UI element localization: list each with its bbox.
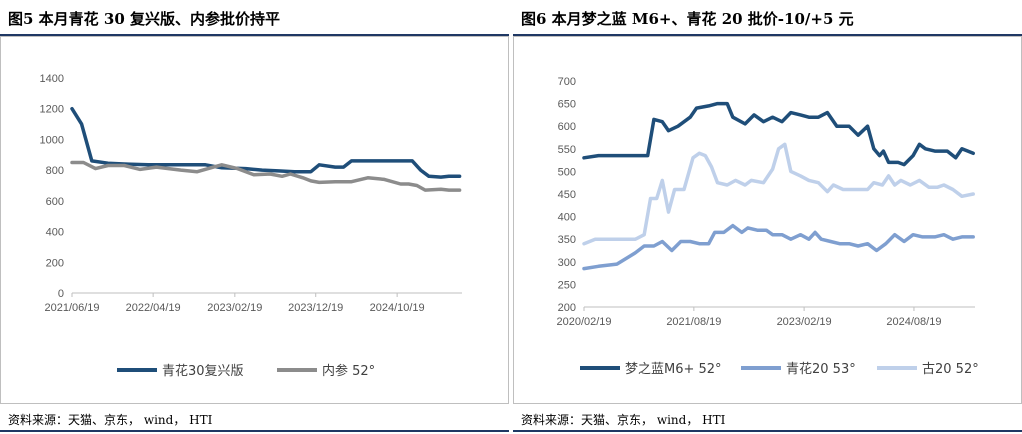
x-tick-label: 2024/08/19	[886, 316, 941, 328]
series-line-2	[582, 223, 975, 271]
series-line-1	[70, 106, 462, 179]
y-tick-label: 350	[558, 234, 576, 246]
line-chart-left: 0 200 400 600 800 1000 1200 1400 2021/06/19 2022/…	[40, 73, 462, 379]
y-tick-label: 1400	[40, 73, 64, 85]
line-chart-right: 200 250 300 350 400 450 500 550 600 650 700 2020/02…	[556, 76, 979, 377]
chart-panel-right: 图6 本月梦之蓝 M6+、青花 20 批价-10/+5 元 200 250 300 3…	[513, 0, 1022, 434]
y-tick-label: 1200	[40, 104, 64, 116]
y-tick-label: 400	[46, 227, 64, 239]
chart-title-bar: 图5 本月青花 30 复兴版、内参批价持平	[0, 0, 509, 36]
x-tick-label: 2021/08/19	[666, 316, 721, 328]
y-tick-label: 1000	[40, 134, 64, 146]
legend-label: 青花30复兴版	[162, 363, 244, 379]
y-tick-label: 450	[558, 189, 576, 201]
y-tick-label: 700	[558, 76, 576, 88]
legend-label: 梦之蓝M6+ 52°	[625, 362, 722, 377]
source-note: 资料来源：天猫、京东， wind， HTI	[521, 413, 726, 427]
y-tick-label: 500	[558, 166, 576, 178]
bottom-rule	[0, 430, 509, 432]
y-tick-label: 600	[46, 196, 64, 208]
chart-frame	[0, 36, 509, 404]
series-line-2	[70, 160, 462, 192]
y-tick-label: 200	[558, 302, 576, 314]
chart-title-bar: 图6 本月梦之蓝 M6+、青花 20 批价-10/+5 元	[513, 0, 1022, 36]
source-note: 资料来源：天猫、京东， wind， HTI	[8, 413, 213, 427]
x-tick-label: 2023/12/19	[288, 302, 343, 314]
x-tick-label: 2020/02/19	[556, 316, 611, 328]
y-tick-label: 200	[46, 257, 64, 269]
legend-label: 青花20 53°	[786, 361, 856, 377]
series-line-1	[582, 101, 975, 167]
x-tick-label: 2021/06/19	[44, 302, 99, 314]
chart-title: 图5 本月青花 30 复兴版、内参批价持平	[8, 10, 280, 28]
x-tick-label: 2023/02/19	[207, 302, 262, 314]
legend-label: 古20 52°	[922, 362, 979, 377]
series-line-3	[582, 142, 975, 246]
legend-label: 内参 52°	[322, 363, 375, 379]
x-tick-label: 2024/10/19	[370, 302, 425, 314]
x-tick-label: 2022/04/19	[126, 302, 181, 314]
y-tick-label: 550	[558, 144, 576, 156]
y-tick-label: 400	[558, 212, 576, 224]
chart-title: 图6 本月梦之蓝 M6+、青花 20 批价-10/+5 元	[521, 10, 854, 28]
y-tick-label: 250	[558, 279, 576, 291]
chart-panel-left: 图5 本月青花 30 复兴版、内参批价持平 0 200 400 600 800 1000 1…	[0, 0, 509, 434]
bottom-rule	[513, 430, 1022, 432]
y-tick-label: 600	[558, 121, 576, 133]
y-tick-label: 650	[558, 99, 576, 111]
y-tick-label: 300	[558, 257, 576, 269]
y-tick-label: 800	[46, 165, 64, 177]
y-tick-label: 0	[58, 288, 64, 300]
x-tick-label: 2023/02/19	[777, 316, 832, 328]
